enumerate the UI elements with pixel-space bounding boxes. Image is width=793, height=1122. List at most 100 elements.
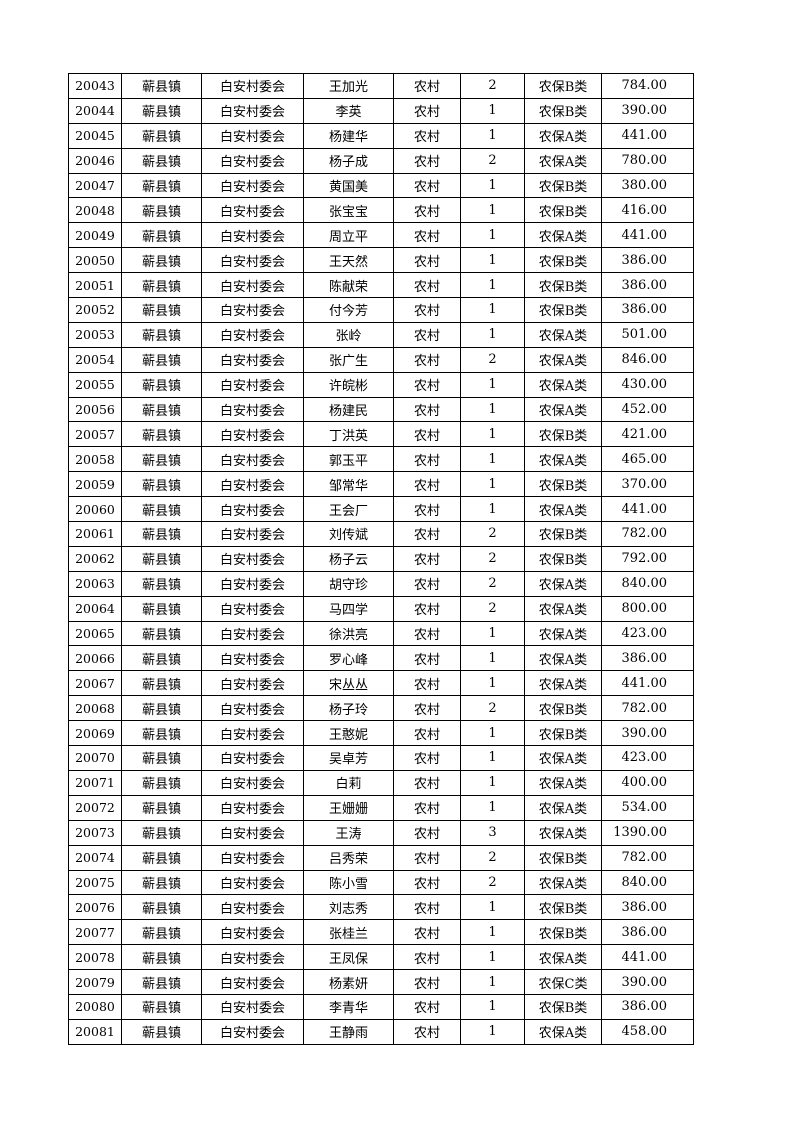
category-cell: 农保A类 [524,222,602,249]
town-cell: 蕲县镇 [121,421,202,448]
category-cell: 农保A类 [524,1018,602,1045]
category-cell: 农保B类 [524,545,602,572]
category-cell: 农保B类 [524,197,602,224]
count-cell: 1 [460,720,525,747]
table-row: 20081 蕲县镇 白安村委会 王静雨 农村 1 农保A类 458.00 [68,1018,694,1045]
amount-cell: 780.00 [601,147,694,174]
name-cell: 杨建民 [303,396,394,423]
table-row: 20073 蕲县镇 白安村委会 王涛 农村 3 农保A类 1390.00 [68,819,694,846]
category-cell: 农保B类 [524,919,602,946]
amount-cell: 423.00 [601,620,694,647]
name-cell: 吴卓芳 [303,745,394,771]
town-cell: 蕲县镇 [121,272,202,299]
name-cell: 杨子成 [303,147,394,174]
category-cell: 农保A类 [524,122,602,149]
category-cell: 农保A类 [524,396,602,423]
amount-cell: 1390.00 [601,819,694,846]
table-row: 20062 蕲县镇 白安村委会 杨子云 农村 2 农保B类 792.00 [68,545,694,572]
table-row: 20044 蕲县镇 白安村委会 李英 农村 1 农保B类 390.00 [68,97,694,124]
amount-cell: 441.00 [601,670,694,697]
count-cell: 1 [460,247,525,274]
count-cell: 1 [460,769,525,796]
id-cell: 20045 [68,122,122,149]
count-cell: 1 [460,944,525,971]
table-row: 20054 蕲县镇 白安村委会 张广生 农村 2 农保A类 846.00 [68,346,694,373]
category-cell: 农保B类 [524,471,602,498]
table-row: 20046 蕲县镇 白安村委会 杨子成 农村 2 农保A类 780.00 [68,147,694,174]
category-cell: 农保A类 [524,496,602,523]
committee-cell: 白安村委会 [201,894,304,921]
name-cell: 张岭 [303,321,394,348]
table-row: 20072 蕲县镇 白安村委会 王姗姗 农村 1 农保A类 534.00 [68,794,694,821]
area-cell: 农村 [393,73,461,99]
category-cell: 农保A类 [524,819,602,846]
committee-cell: 白安村委会 [201,297,304,323]
town-cell: 蕲县镇 [121,695,202,722]
town-cell: 蕲县镇 [121,73,202,99]
id-cell: 20080 [68,993,122,1020]
amount-cell: 390.00 [601,720,694,747]
count-cell: 1 [460,496,525,523]
table-row: 20077 蕲县镇 白安村委会 张桂兰 农村 1 农保B类 386.00 [68,919,694,946]
id-cell: 20053 [68,321,122,348]
area-cell: 农村 [393,720,461,747]
category-cell: 农保B类 [524,97,602,124]
count-cell: 2 [460,844,525,871]
count-cell: 1 [460,620,525,647]
table-row: 20053 蕲县镇 白安村委会 张岭 农村 1 农保A类 501.00 [68,321,694,348]
table-row: 20056 蕲县镇 白安村委会 杨建民 农村 1 农保A类 452.00 [68,396,694,423]
count-cell: 2 [460,147,525,174]
name-cell: 宋丛丛 [303,670,394,697]
town-cell: 蕲县镇 [121,819,202,846]
amount-cell: 430.00 [601,371,694,398]
category-cell: 农保A类 [524,147,602,174]
committee-cell: 白安村委会 [201,321,304,348]
table-row: 20066 蕲县镇 白安村委会 罗心峰 农村 1 农保A类 386.00 [68,645,694,672]
id-cell: 20044 [68,97,122,124]
category-cell: 农保A类 [524,446,602,473]
town-cell: 蕲县镇 [121,496,202,523]
area-cell: 农村 [393,844,461,871]
name-cell: 黄国美 [303,172,394,199]
town-cell: 蕲县镇 [121,247,202,274]
area-cell: 农村 [393,769,461,796]
id-cell: 20065 [68,620,122,647]
count-cell: 1 [460,272,525,299]
committee-cell: 白安村委会 [201,819,304,846]
area-cell: 农村 [393,620,461,647]
count-cell: 1 [460,321,525,348]
count-cell: 3 [460,819,525,846]
category-cell: 农保A类 [524,570,602,597]
count-cell: 1 [460,969,525,995]
name-cell: 杨子玲 [303,695,394,722]
town-cell: 蕲县镇 [121,869,202,896]
count-cell: 1 [460,396,525,423]
table-row: 20052 蕲县镇 白安村委会 付今芳 农村 1 农保B类 386.00 [68,297,694,323]
id-cell: 20061 [68,521,122,547]
area-cell: 农村 [393,545,461,572]
name-cell: 王凤保 [303,944,394,971]
area-cell: 农村 [393,222,461,249]
amount-cell: 386.00 [601,894,694,921]
count-cell: 1 [460,919,525,946]
table-row: 20051 蕲县镇 白安村委会 陈献荣 农村 1 农保B类 386.00 [68,272,694,299]
town-cell: 蕲县镇 [121,297,202,323]
amount-cell: 465.00 [601,446,694,473]
name-cell: 邹常华 [303,471,394,498]
table-row: 20060 蕲县镇 白安村委会 王会厂 农村 1 农保A类 441.00 [68,496,694,523]
town-cell: 蕲县镇 [121,396,202,423]
name-cell: 周立平 [303,222,394,249]
id-cell: 20068 [68,695,122,722]
town-cell: 蕲县镇 [121,919,202,946]
category-cell: 农保A类 [524,670,602,697]
town-cell: 蕲县镇 [121,844,202,871]
town-cell: 蕲县镇 [121,745,202,771]
count-cell: 1 [460,222,525,249]
amount-cell: 782.00 [601,695,694,722]
id-cell: 20051 [68,272,122,299]
category-cell: 农保B类 [524,521,602,547]
count-cell: 2 [460,521,525,547]
town-cell: 蕲县镇 [121,794,202,821]
id-cell: 20043 [68,73,122,99]
count-cell: 1 [460,794,525,821]
